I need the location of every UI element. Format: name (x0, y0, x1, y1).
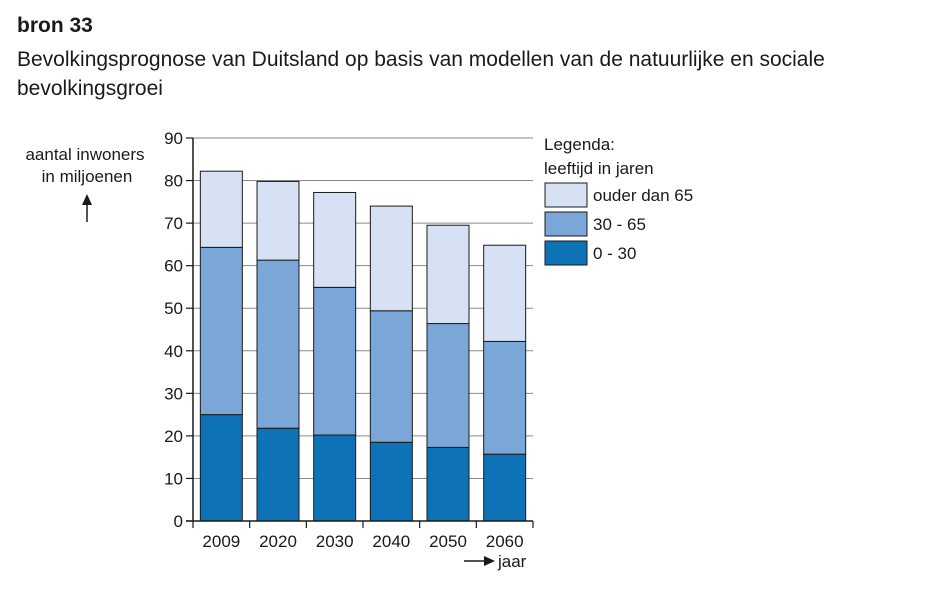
right-arrow-icon (484, 556, 495, 566)
x-tick-label: 2040 (372, 532, 410, 551)
y-tick-label: 70 (164, 214, 183, 233)
legend: Legenda: leeftijd in jaren ouder dan 65 30 … (544, 135, 693, 266)
bar-segment (483, 244, 527, 342)
x-tick-label: 2009 (202, 532, 240, 551)
bar-segment (256, 427, 300, 522)
bar-segment (313, 286, 357, 436)
bar-segment (313, 191, 357, 288)
y-tick-label: 0 (174, 512, 183, 531)
y-tick-label: 10 (164, 469, 183, 488)
legend-label: 30 - 65 (593, 215, 646, 234)
bar-segment (426, 323, 470, 448)
x-axis-label: jaar (464, 552, 527, 571)
bar-segment (426, 446, 470, 522)
y-tick-label: 80 (164, 172, 183, 191)
bar-segment (199, 246, 243, 416)
y-tick-label: 50 (164, 299, 183, 318)
bar-segment (256, 180, 300, 261)
x-tick-label: 2050 (429, 532, 467, 551)
bar-segment (256, 259, 300, 429)
x-tick-label: 2020 (259, 532, 297, 551)
y-tick-label: 60 (164, 257, 183, 276)
bar-segment (369, 205, 413, 312)
bar-segment (426, 224, 470, 325)
gridlines (193, 137, 533, 479)
bar-segment (483, 453, 527, 522)
bar-segment (483, 340, 527, 455)
y-tick-label: 90 (164, 129, 183, 148)
source-label: bron 33 (17, 14, 93, 37)
legend-swatch (544, 182, 588, 208)
legend-label: ouder dan 65 (593, 186, 693, 205)
bar-segment (199, 170, 243, 248)
legend-label: 0 - 30 (593, 244, 636, 263)
x-axis-label: jaar (497, 552, 527, 571)
up-arrow-icon (82, 194, 92, 205)
y-tick-label: 20 (164, 427, 183, 446)
y-axis-label-line: in miljoenen (42, 167, 133, 186)
x-tick-label: 2030 (316, 532, 354, 551)
y-tick-label: 30 (164, 384, 183, 403)
legend-subtitle: leeftijd in jaren (544, 159, 654, 178)
bar-segment (369, 441, 413, 522)
legend-swatch (544, 211, 588, 237)
chart-caption: Bevolkingsprognose van Duitsland op basi… (17, 48, 825, 100)
y-axis-label: aantal inwoners in miljoenen (25, 145, 145, 222)
bar-segment (199, 414, 243, 522)
x-tick-label: 2060 (486, 532, 524, 551)
bar-segment (369, 310, 413, 443)
bars (199, 170, 527, 522)
legend-swatch (544, 240, 588, 266)
bar-segment (313, 434, 357, 522)
y-axis-label-line: aantal inwoners (25, 145, 144, 164)
legend-title: Legenda: (544, 135, 615, 154)
y-tick-label: 40 (164, 342, 183, 361)
